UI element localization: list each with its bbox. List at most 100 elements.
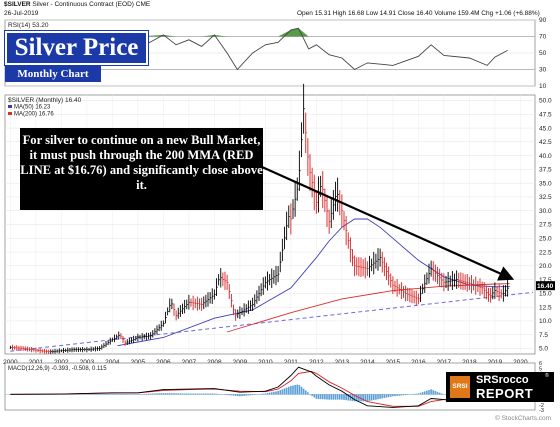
macd-hist-bar xyxy=(311,394,313,397)
rsi-tick-label: 70 xyxy=(539,34,547,41)
macd-hist-bar xyxy=(164,393,167,395)
x-tick-label: 2001 xyxy=(29,359,44,366)
macd-hist-bar xyxy=(292,385,294,395)
macd-hist-bar xyxy=(296,384,299,395)
rsi-tick-label: 50 xyxy=(539,50,547,57)
macd-hist-bar xyxy=(417,393,420,395)
macd-tick-label: -2 xyxy=(539,403,544,409)
macd-hist-bar xyxy=(436,391,439,395)
macd-hist-bar xyxy=(404,394,407,396)
price-tick-label: 45.0 xyxy=(539,125,552,132)
macd-hist-bar xyxy=(245,394,248,396)
macd-hist-bar xyxy=(260,393,262,395)
price-tag-box xyxy=(536,281,555,291)
macd-hist-bar xyxy=(379,394,381,399)
macd-hist-bar xyxy=(147,393,150,395)
macd-hist-bar xyxy=(124,394,126,395)
symbol: $SILVER xyxy=(4,1,31,8)
macd-hist-bar xyxy=(370,394,373,401)
callout-text: For silver to continue on a new Bull Mar… xyxy=(20,128,263,210)
macd-hist-bar xyxy=(162,393,165,395)
price-tag-value: 16.40 xyxy=(537,283,554,290)
x-tick-label: 2020 xyxy=(513,359,528,366)
macd-histogram xyxy=(9,384,509,402)
macd-hist-bar xyxy=(400,394,403,396)
macd-hist-bar xyxy=(230,394,233,396)
macd-tick-label: 6 xyxy=(539,361,542,367)
macd-hist-bar xyxy=(183,393,186,395)
macd-hist-bar xyxy=(262,393,265,395)
price-tick-label: 12.5 xyxy=(539,304,552,311)
price-bars xyxy=(9,83,510,354)
x-tick-label: 2011 xyxy=(284,359,298,366)
macd-hist-bar xyxy=(205,393,207,395)
macd-hist-bar xyxy=(355,394,358,402)
macd-hist-bar xyxy=(160,393,163,395)
macd-hist-bar xyxy=(168,393,171,395)
price-tick-label: 15.0 xyxy=(539,291,552,298)
macd-hist-bar xyxy=(324,394,326,400)
macd-hist-bar xyxy=(171,393,173,395)
macd-hist-bar xyxy=(287,386,290,395)
macd-hist-bar xyxy=(251,394,254,396)
macd-hist-bar xyxy=(285,387,288,395)
x-tick-label: 2009 xyxy=(233,359,248,366)
macd-hist-bar xyxy=(313,394,316,398)
macd-hist-bar xyxy=(304,390,307,395)
macd-hist-bar xyxy=(224,394,226,395)
macd-hist-bar xyxy=(122,394,124,395)
macd-hist-bar xyxy=(328,394,330,400)
macd-hist-bar xyxy=(105,393,107,395)
macd-hist-bar xyxy=(179,393,182,395)
macd-hist-bar xyxy=(300,386,303,395)
macd-hist-bar xyxy=(343,394,345,400)
legend-swatch-ma50 xyxy=(8,105,12,108)
rsi-tick-label: 10 xyxy=(539,83,547,90)
macd-hist-bar xyxy=(385,394,388,398)
macd-hist-bar xyxy=(430,389,432,395)
macd-hist-bar xyxy=(345,394,347,401)
macd-hist-bar xyxy=(249,394,252,396)
macd-hist-bar xyxy=(79,394,82,395)
price-tick-label: 37.5 xyxy=(539,167,552,174)
macd-hist-bar xyxy=(166,393,169,395)
title-badge: Silver Price xyxy=(4,30,149,66)
macd-hist-bar xyxy=(232,394,235,396)
logo-line1: SRSrocco xyxy=(476,374,529,386)
macd-hist-bar xyxy=(130,394,133,395)
macd-hist-bar xyxy=(243,394,245,396)
macd-hist-bar xyxy=(151,393,154,395)
macd-hist-bar xyxy=(396,394,398,396)
macd-hist-bar xyxy=(383,394,386,398)
price-tick-label: 20.0 xyxy=(539,263,552,270)
macd-hist-bar xyxy=(107,393,109,395)
macd-hist-bar xyxy=(364,394,367,402)
macd-tick-label: -3 xyxy=(539,408,544,414)
macd-hist-bar xyxy=(290,385,292,395)
x-tick-label: 2007 xyxy=(182,359,197,366)
price-tick-label: 35.0 xyxy=(539,180,552,187)
macd-hist-bar xyxy=(100,393,103,395)
macd-hist-bar xyxy=(90,394,92,395)
macd-hist-bar xyxy=(113,393,116,395)
macd-hist-bar xyxy=(298,385,301,395)
macd-hist-bar xyxy=(281,389,284,395)
legend-ma50: MA(50) 16.23 xyxy=(14,105,51,111)
macd-hist-bar xyxy=(283,388,286,395)
x-tick-label: 2002 xyxy=(54,359,69,366)
macd-hist-bar xyxy=(175,393,177,395)
macd-hist-bar xyxy=(154,393,156,395)
price-tick-label: 42.5 xyxy=(539,139,552,146)
macd-signal-line xyxy=(10,370,510,407)
price-tick-label: 7.5 xyxy=(539,332,548,339)
macd-hist-bar xyxy=(315,394,318,399)
macd-hist-bar xyxy=(139,394,141,395)
macd-hist-bar xyxy=(419,392,422,395)
macd-hist-bar xyxy=(111,393,114,395)
macd-hist-bar xyxy=(158,393,160,395)
macd-hist-bar xyxy=(341,394,343,400)
x-tick-label: 2008 xyxy=(207,359,222,366)
macd-hist-bar xyxy=(270,392,273,395)
macd-hist-bar xyxy=(81,394,84,395)
macd-hist-bar xyxy=(317,394,320,399)
